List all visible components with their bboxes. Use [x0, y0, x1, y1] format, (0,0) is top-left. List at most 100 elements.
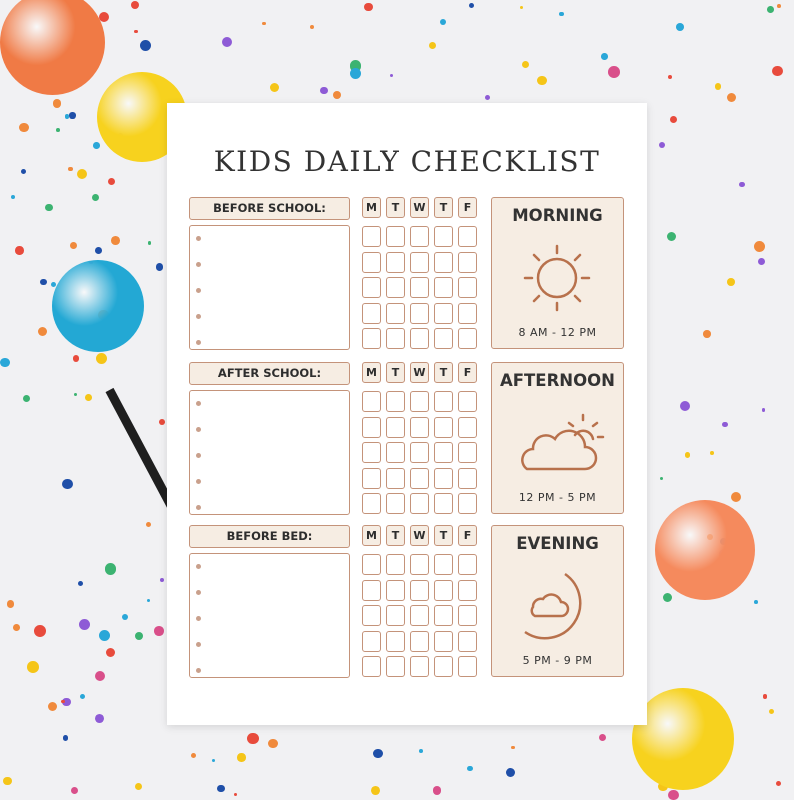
confetti-dot	[6, 600, 14, 608]
checkbox[interactable]	[362, 251, 381, 273]
confetti-dot	[159, 578, 164, 583]
checkbox[interactable]	[386, 467, 405, 489]
confetti-dot	[135, 782, 143, 790]
checkbox[interactable]	[362, 277, 381, 298]
confetti-dot	[13, 624, 21, 632]
checkbox[interactable]	[458, 391, 477, 412]
checkbox[interactable]	[362, 442, 381, 463]
checkbox[interactable]	[386, 442, 405, 463]
checkbox[interactable]	[434, 493, 453, 514]
checkbox[interactable]	[410, 579, 429, 601]
confetti-dot	[130, 0, 140, 10]
checkbox[interactable]	[458, 226, 477, 247]
checkbox[interactable]	[410, 467, 429, 489]
task-list[interactable]	[189, 553, 350, 678]
checkbox[interactable]	[410, 493, 429, 514]
checkbox[interactable]	[362, 302, 381, 324]
confetti-dot	[247, 732, 259, 745]
checkbox[interactable]	[434, 226, 453, 247]
confetti-dot	[91, 193, 99, 201]
checkbox[interactable]	[362, 416, 381, 438]
checkbox[interactable]	[410, 328, 429, 349]
checkbox[interactable]	[410, 656, 429, 677]
checkbox[interactable]	[434, 442, 453, 463]
confetti-dot	[71, 786, 79, 794]
checkbox[interactable]	[362, 493, 381, 514]
confetti-dot	[485, 94, 491, 100]
confetti-dot	[667, 74, 672, 79]
checkbox[interactable]	[434, 656, 453, 677]
confetti-dot	[684, 452, 691, 458]
confetti-dot	[519, 6, 523, 10]
checkbox[interactable]	[410, 226, 429, 247]
checkbox[interactable]	[434, 416, 453, 438]
checkbox[interactable]	[434, 630, 453, 652]
checkbox[interactable]	[458, 328, 477, 349]
checkbox[interactable]	[362, 554, 381, 575]
checkbox[interactable]	[410, 391, 429, 412]
checkbox[interactable]	[386, 328, 405, 349]
checkbox[interactable]	[410, 630, 429, 652]
checkbox[interactable]	[458, 251, 477, 273]
confetti-dot	[37, 327, 47, 337]
checkbox[interactable]	[410, 605, 429, 626]
checkbox[interactable]	[458, 579, 477, 601]
time-range: 8 AM - 12 PM	[518, 326, 597, 339]
checkbox[interactable]	[434, 579, 453, 601]
checkbox[interactable]	[386, 416, 405, 438]
checkbox[interactable]	[386, 277, 405, 298]
checkbox[interactable]	[434, 554, 453, 575]
checkbox[interactable]	[410, 251, 429, 273]
checkbox[interactable]	[362, 656, 381, 677]
checkbox[interactable]	[386, 493, 405, 514]
checkbox[interactable]	[386, 554, 405, 575]
checkbox[interactable]	[362, 467, 381, 489]
checkbox[interactable]	[410, 302, 429, 324]
task-list[interactable]	[189, 390, 350, 515]
checkbox[interactable]	[386, 579, 405, 601]
bullet-point	[196, 590, 201, 595]
checkbox[interactable]	[386, 251, 405, 273]
checkbox[interactable]	[458, 467, 477, 489]
day-header: M	[362, 362, 381, 383]
checkbox[interactable]	[386, 391, 405, 412]
checkbox[interactable]	[434, 605, 453, 626]
checkbox[interactable]	[386, 656, 405, 677]
checkbox[interactable]	[362, 630, 381, 652]
checkbox[interactable]	[458, 605, 477, 626]
checkbox[interactable]	[434, 251, 453, 273]
checkbox[interactable]	[434, 277, 453, 298]
checkbox[interactable]	[458, 554, 477, 575]
checkbox[interactable]	[362, 605, 381, 626]
checkbox[interactable]	[386, 605, 405, 626]
checkbox[interactable]	[458, 302, 477, 324]
checkbox[interactable]	[458, 656, 477, 677]
checkbox[interactable]	[434, 302, 453, 324]
checkbox[interactable]	[410, 277, 429, 298]
confetti-dot	[269, 83, 280, 93]
checkbox[interactable]	[458, 442, 477, 463]
checkbox[interactable]	[386, 302, 405, 324]
checkbox[interactable]	[410, 416, 429, 438]
confetti-dot	[50, 282, 56, 288]
checkbox[interactable]	[410, 442, 429, 463]
confetti-dot	[727, 277, 735, 286]
checkbox[interactable]	[434, 467, 453, 489]
checkbox[interactable]	[386, 226, 405, 247]
confetti-dot	[154, 626, 164, 636]
checkbox[interactable]	[434, 391, 453, 412]
checkbox[interactable]	[362, 579, 381, 601]
checkbox[interactable]	[362, 226, 381, 247]
checkbox[interactable]	[410, 554, 429, 575]
checkbox[interactable]	[458, 277, 477, 298]
confetti-dot	[722, 421, 728, 428]
checkbox[interactable]	[386, 630, 405, 652]
checkbox[interactable]	[434, 328, 453, 349]
checkbox[interactable]	[362, 328, 381, 349]
task-list[interactable]	[189, 225, 350, 350]
checkbox[interactable]	[458, 416, 477, 438]
checkbox[interactable]	[458, 493, 477, 514]
confetti-dot	[40, 279, 47, 286]
checkbox[interactable]	[362, 391, 381, 412]
checkbox[interactable]	[458, 630, 477, 652]
